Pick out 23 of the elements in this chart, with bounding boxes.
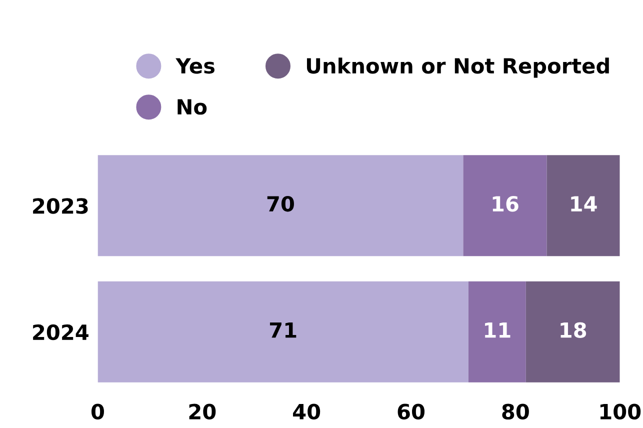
x-tick-label: 100 (600, 404, 641, 420)
x-tick-label: 80 (502, 404, 529, 420)
x-tick-label: 60 (398, 404, 425, 420)
data-label: 70 (267, 196, 294, 212)
bar (468, 281, 526, 382)
data-label: 11 (485, 322, 510, 338)
x-tick-label: 40 (293, 404, 320, 420)
data-label: 14 (571, 196, 597, 212)
legend-label: No (178, 99, 207, 115)
bar (463, 155, 547, 256)
legend-label: Unknown or Not Reported (306, 58, 609, 78)
data-label: 16 (492, 196, 518, 212)
y-tick-label: 2024 (33, 324, 88, 340)
x-tick-label: 20 (189, 404, 216, 420)
bar (526, 281, 620, 382)
data-label: 18 (560, 322, 586, 338)
legend-label: Yes (176, 58, 214, 74)
x-tick-label: 0 (91, 404, 104, 420)
bar (98, 281, 468, 382)
data-label: 71 (270, 322, 296, 338)
bar (546, 155, 620, 256)
y-tick-label: 2023 (33, 198, 88, 214)
bar (98, 155, 464, 256)
